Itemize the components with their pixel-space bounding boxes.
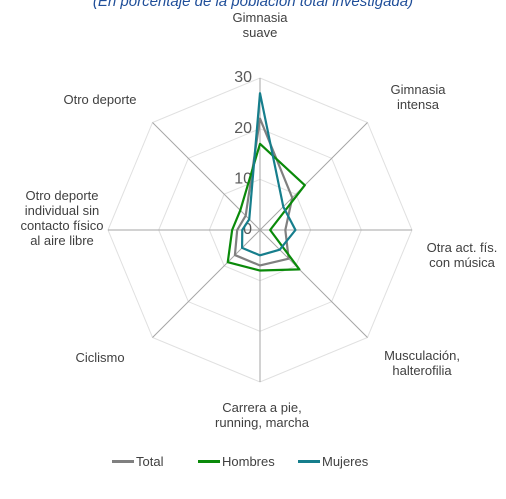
- legend-label: Mujeres: [322, 454, 369, 469]
- legend-label: Total: [136, 454, 164, 469]
- legend-item: Hombres: [198, 454, 275, 469]
- category-label: Gimnasia suave: [232, 10, 288, 40]
- axis-line: [259, 229, 368, 338]
- legend-label: Hombres: [222, 454, 275, 469]
- series-line: [233, 117, 294, 267]
- legend-swatch: [198, 460, 220, 463]
- axis-line: [152, 229, 261, 338]
- category-label: Carrera a pie, running, marcha: [215, 400, 309, 430]
- series-line: [226, 142, 306, 272]
- tick-label: 30: [234, 69, 252, 86]
- legend-item: Mujeres: [298, 454, 368, 469]
- category-label: Ciclismo: [75, 350, 125, 365]
- axis-line: [152, 122, 261, 231]
- tick-label: 0: [243, 221, 252, 238]
- category-label: Gimnasia intensa: [390, 82, 446, 112]
- category-label: Otro deporte: [63, 92, 137, 107]
- tick-label: 20: [234, 120, 252, 137]
- legend-swatch: [298, 460, 320, 463]
- category-label: Musculación, halterofilia: [384, 348, 460, 378]
- category-label: Otro deporte individual sin contacto fís…: [20, 188, 104, 248]
- legend-swatch: [112, 460, 134, 463]
- chart-subtitle: (En porcentaje de la población total inv…: [92, 0, 414, 10]
- series-line: [240, 92, 297, 257]
- legend-item: Total: [112, 454, 163, 469]
- category-label: Otra act. fís. con música: [426, 240, 498, 270]
- axis-line: [259, 122, 368, 231]
